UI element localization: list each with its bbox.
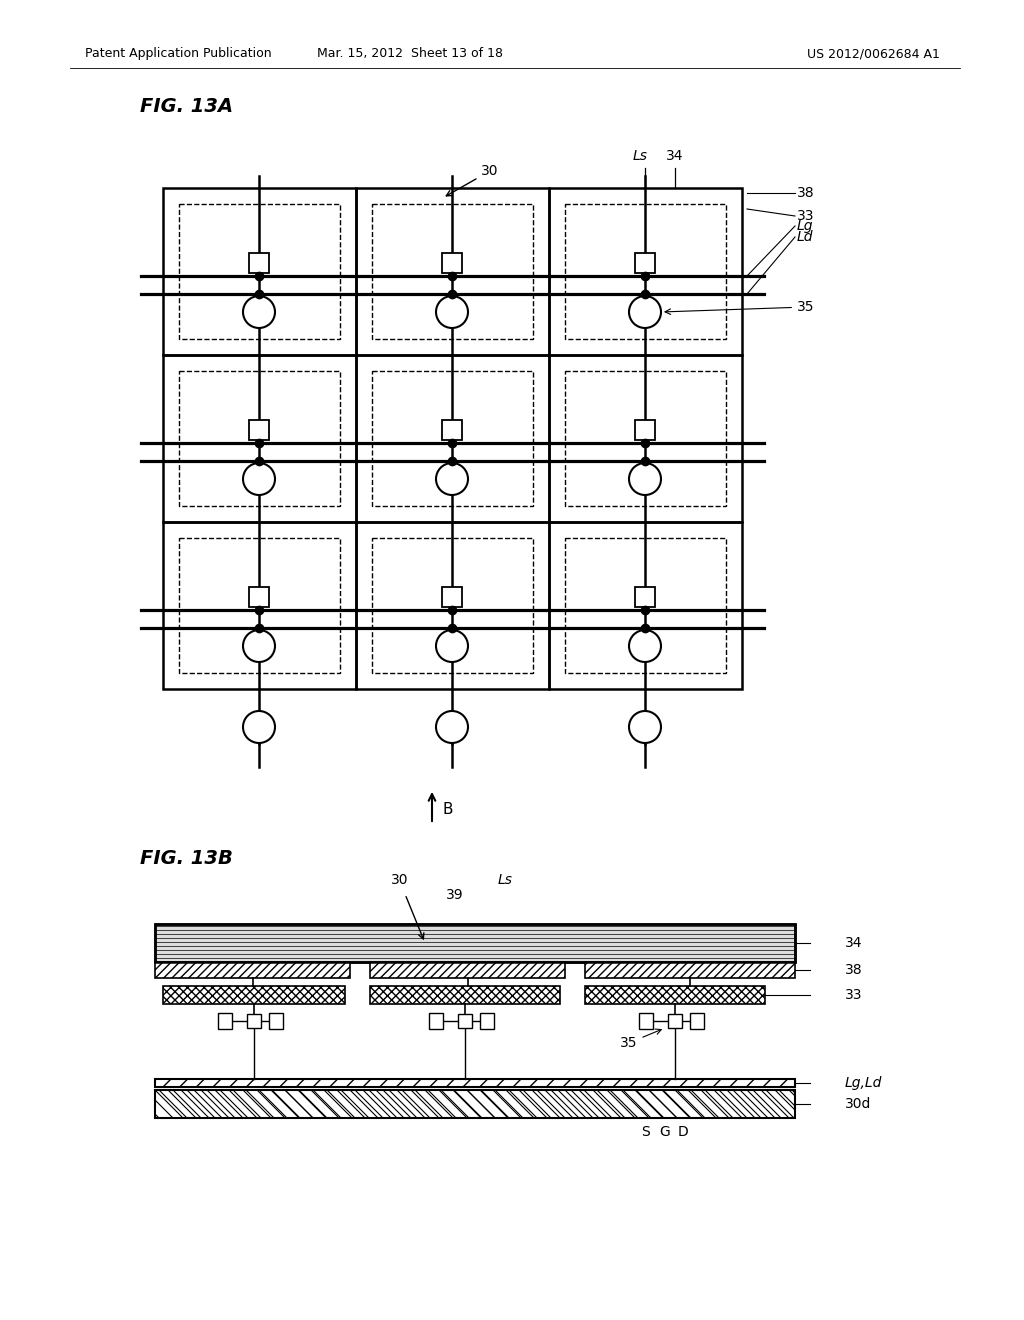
Bar (372, 205, 534, 339)
Circle shape (436, 296, 468, 327)
Text: 30d: 30d (845, 1097, 871, 1111)
Text: FIG. 13B: FIG. 13B (140, 850, 232, 869)
Bar (155, 924, 795, 962)
Bar (635, 420, 655, 440)
Bar (442, 587, 462, 607)
Text: Ld: Ld (797, 230, 813, 244)
Text: 34: 34 (845, 936, 862, 950)
Circle shape (243, 711, 275, 743)
Bar (370, 986, 560, 1005)
Text: S: S (641, 1125, 649, 1139)
Bar (249, 253, 269, 273)
Bar (370, 962, 565, 978)
Bar (179, 371, 340, 506)
Bar (218, 1012, 232, 1030)
Circle shape (629, 630, 662, 663)
Circle shape (436, 630, 468, 663)
Text: 38: 38 (845, 964, 862, 977)
Bar (155, 962, 350, 978)
Bar (372, 539, 534, 673)
Text: 38: 38 (797, 186, 815, 201)
Bar (155, 1078, 795, 1086)
Bar (372, 371, 534, 506)
Bar (565, 539, 726, 673)
Text: 35: 35 (620, 1030, 662, 1049)
Bar (356, 355, 549, 521)
Bar (565, 205, 726, 339)
Bar (155, 924, 795, 962)
Bar (429, 1012, 443, 1030)
Text: Ls: Ls (633, 149, 647, 162)
Bar (549, 521, 742, 689)
Circle shape (436, 711, 468, 743)
Bar (163, 355, 356, 521)
Circle shape (243, 296, 275, 327)
Text: D: D (678, 1125, 688, 1139)
Text: Lg: Lg (797, 219, 813, 234)
Text: 39: 39 (446, 888, 464, 902)
Text: Ls: Ls (498, 873, 512, 887)
Bar (690, 1012, 705, 1030)
Text: 34: 34 (667, 149, 684, 162)
Text: Patent Application Publication: Patent Application Publication (85, 48, 271, 61)
Bar (458, 1014, 472, 1028)
Bar (155, 1090, 795, 1118)
Bar (247, 1014, 261, 1028)
Bar (269, 1012, 283, 1030)
Bar (179, 205, 340, 339)
Bar (163, 187, 356, 355)
Text: US 2012/0062684 A1: US 2012/0062684 A1 (807, 48, 940, 61)
Text: 30: 30 (446, 164, 499, 195)
Bar (163, 521, 356, 689)
Bar (442, 253, 462, 273)
Bar (249, 587, 269, 607)
Circle shape (243, 630, 275, 663)
Text: 33: 33 (797, 209, 814, 223)
Bar (549, 355, 742, 521)
Text: FIG. 13A: FIG. 13A (140, 98, 233, 116)
Bar (639, 1012, 653, 1030)
Bar (549, 187, 742, 355)
Text: G: G (659, 1125, 671, 1139)
Bar (480, 1012, 494, 1030)
Text: Lg,Ld: Lg,Ld (845, 1076, 883, 1090)
Text: 33: 33 (845, 987, 862, 1002)
Bar (585, 962, 795, 978)
Bar (668, 1014, 682, 1028)
Circle shape (629, 296, 662, 327)
Bar (249, 420, 269, 440)
Bar (163, 986, 345, 1005)
Circle shape (243, 463, 275, 495)
Text: 30: 30 (391, 873, 409, 887)
Bar (356, 521, 549, 689)
Bar (442, 420, 462, 440)
Bar (585, 986, 765, 1005)
Text: 35: 35 (665, 300, 814, 314)
Bar (635, 253, 655, 273)
Text: Mar. 15, 2012  Sheet 13 of 18: Mar. 15, 2012 Sheet 13 of 18 (317, 48, 503, 61)
Text: B: B (442, 801, 453, 817)
Bar (179, 539, 340, 673)
Circle shape (629, 711, 662, 743)
Circle shape (436, 463, 468, 495)
Bar (356, 187, 549, 355)
Bar (635, 587, 655, 607)
Bar (565, 371, 726, 506)
Circle shape (629, 463, 662, 495)
